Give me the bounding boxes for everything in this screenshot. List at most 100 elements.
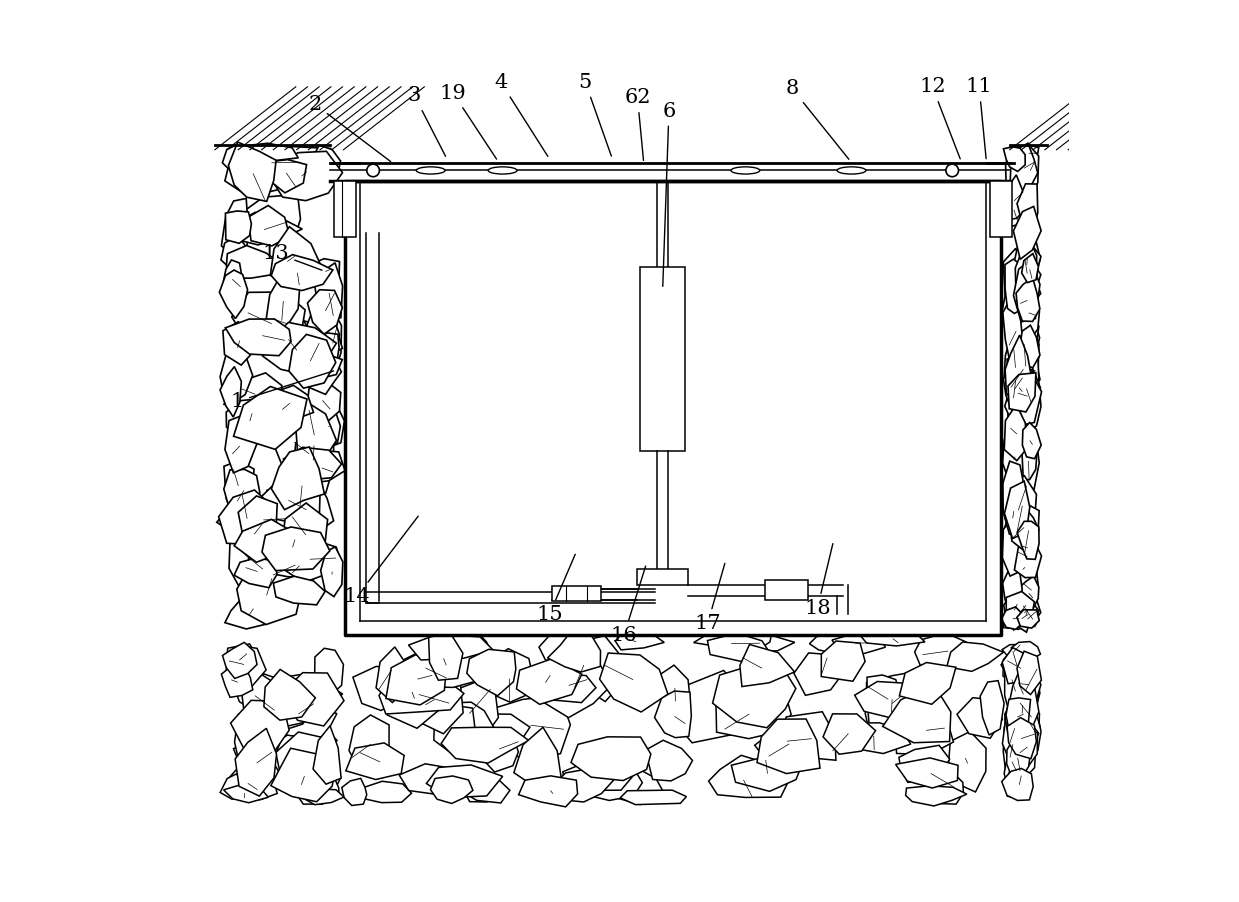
Polygon shape xyxy=(266,276,300,327)
Polygon shape xyxy=(488,704,539,744)
Polygon shape xyxy=(519,776,577,807)
Polygon shape xyxy=(1021,688,1041,753)
Polygon shape xyxy=(576,636,622,702)
Polygon shape xyxy=(867,675,902,732)
Polygon shape xyxy=(221,366,242,417)
Polygon shape xyxy=(1005,357,1028,401)
Polygon shape xyxy=(860,631,924,646)
Polygon shape xyxy=(307,290,342,335)
Polygon shape xyxy=(1002,569,1022,613)
Polygon shape xyxy=(263,479,333,537)
Polygon shape xyxy=(1002,296,1028,362)
Polygon shape xyxy=(543,658,611,718)
Polygon shape xyxy=(1007,351,1038,392)
Polygon shape xyxy=(232,292,305,353)
Polygon shape xyxy=(434,705,475,754)
Polygon shape xyxy=(316,776,339,802)
Text: 1: 1 xyxy=(230,371,333,411)
Polygon shape xyxy=(1005,336,1032,406)
Polygon shape xyxy=(1004,651,1022,683)
Polygon shape xyxy=(539,633,579,663)
Polygon shape xyxy=(1005,612,1031,630)
Polygon shape xyxy=(1015,240,1040,295)
Polygon shape xyxy=(1007,718,1036,759)
Polygon shape xyxy=(1020,433,1040,490)
Polygon shape xyxy=(1011,717,1038,751)
Text: 15: 15 xyxy=(536,554,575,624)
Polygon shape xyxy=(221,235,247,271)
Polygon shape xyxy=(217,502,299,538)
Polygon shape xyxy=(237,566,302,624)
Polygon shape xyxy=(1004,334,1027,401)
Polygon shape xyxy=(1005,482,1030,538)
Polygon shape xyxy=(264,669,316,720)
Polygon shape xyxy=(243,507,278,541)
Polygon shape xyxy=(313,408,341,451)
Polygon shape xyxy=(254,316,311,351)
Polygon shape xyxy=(450,702,496,758)
Polygon shape xyxy=(224,461,254,524)
Polygon shape xyxy=(224,469,260,515)
Text: 8: 8 xyxy=(786,79,849,160)
Polygon shape xyxy=(1009,373,1036,412)
Polygon shape xyxy=(462,778,510,803)
Ellipse shape xyxy=(731,167,760,174)
Polygon shape xyxy=(1006,719,1036,782)
Polygon shape xyxy=(1018,576,1038,608)
Polygon shape xyxy=(426,765,503,797)
Polygon shape xyxy=(281,673,344,726)
Polygon shape xyxy=(346,743,404,779)
Polygon shape xyxy=(299,359,342,394)
Polygon shape xyxy=(465,778,502,802)
Polygon shape xyxy=(289,335,336,388)
Polygon shape xyxy=(957,698,1002,738)
Polygon shape xyxy=(377,647,408,703)
Polygon shape xyxy=(1017,610,1040,628)
Polygon shape xyxy=(234,386,307,449)
Polygon shape xyxy=(694,631,771,649)
Polygon shape xyxy=(1012,340,1040,367)
Polygon shape xyxy=(716,686,792,739)
Text: 14: 14 xyxy=(343,516,419,606)
Polygon shape xyxy=(1010,508,1037,552)
Polygon shape xyxy=(225,644,263,688)
Polygon shape xyxy=(900,745,949,782)
Polygon shape xyxy=(261,527,330,571)
Polygon shape xyxy=(1004,751,1026,787)
Polygon shape xyxy=(409,634,493,660)
Polygon shape xyxy=(230,700,289,752)
Polygon shape xyxy=(1007,367,1026,428)
Polygon shape xyxy=(271,447,325,510)
Text: 6: 6 xyxy=(663,102,675,286)
Polygon shape xyxy=(980,681,1004,735)
Polygon shape xyxy=(242,673,284,720)
Polygon shape xyxy=(399,764,475,796)
Polygon shape xyxy=(432,631,491,656)
Polygon shape xyxy=(1022,422,1041,459)
Bar xyxy=(638,569,688,585)
Polygon shape xyxy=(321,312,342,377)
Polygon shape xyxy=(1017,373,1042,425)
Polygon shape xyxy=(882,684,950,742)
Polygon shape xyxy=(1018,145,1038,164)
Polygon shape xyxy=(1014,523,1038,578)
Polygon shape xyxy=(248,206,290,246)
Polygon shape xyxy=(776,712,836,760)
Polygon shape xyxy=(349,715,389,771)
Polygon shape xyxy=(1011,599,1038,626)
Polygon shape xyxy=(222,143,247,174)
Polygon shape xyxy=(731,757,803,791)
Polygon shape xyxy=(1018,333,1038,400)
Polygon shape xyxy=(223,642,256,678)
Polygon shape xyxy=(1012,310,1040,368)
Polygon shape xyxy=(1009,268,1041,310)
Polygon shape xyxy=(1010,475,1037,533)
Polygon shape xyxy=(1020,295,1040,340)
Polygon shape xyxy=(906,786,966,806)
Polygon shape xyxy=(234,520,297,562)
Polygon shape xyxy=(235,728,276,796)
Polygon shape xyxy=(227,399,276,444)
Polygon shape xyxy=(1007,590,1035,628)
Polygon shape xyxy=(270,679,312,730)
Polygon shape xyxy=(430,776,473,804)
